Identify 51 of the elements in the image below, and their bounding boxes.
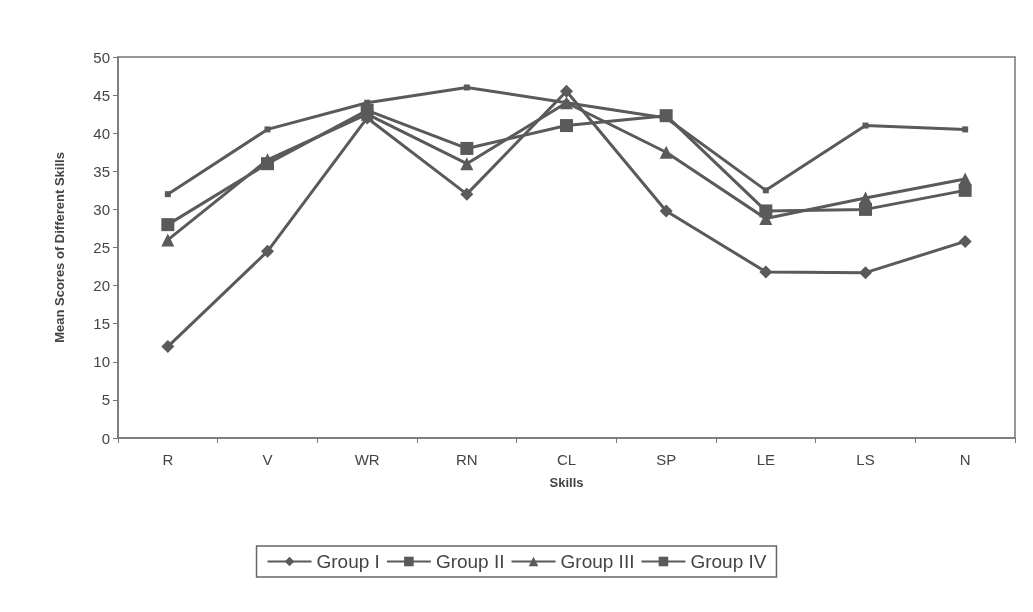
point [759, 204, 773, 218]
point [659, 204, 673, 218]
x-tick-label: SP [656, 451, 677, 468]
x-axis-title: Skills [549, 475, 584, 490]
point [261, 157, 274, 171]
point [862, 122, 869, 129]
point [460, 187, 474, 201]
point [161, 233, 175, 247]
point [161, 340, 175, 354]
x-tick-label: V [262, 451, 273, 468]
x-tick-label: CL [556, 451, 577, 468]
point [264, 126, 271, 133]
legend-label: Group II [435, 551, 505, 572]
point [463, 84, 470, 91]
y-tick-label: 50 [93, 48, 110, 66]
point [859, 266, 872, 280]
x-tick-label: R [162, 451, 174, 468]
point [958, 234, 972, 248]
x-tick-label: N [959, 451, 971, 468]
legend-label: Group III [560, 551, 635, 572]
point [958, 183, 972, 197]
x-tick-label: LS [856, 451, 875, 468]
y-tick-label: 40 [93, 124, 110, 142]
x-tick-label: WR [354, 451, 380, 468]
point [560, 84, 573, 98]
point [759, 265, 773, 279]
point [460, 141, 474, 155]
point [962, 126, 969, 133]
x-tick-label: LE [756, 451, 776, 468]
y-tick-label: 25 [93, 239, 110, 256]
point [659, 109, 673, 123]
y-tick-label: 30 [93, 200, 110, 218]
point [261, 244, 274, 258]
point [659, 145, 673, 159]
y-tick-label: 0 [101, 429, 110, 447]
point [560, 119, 573, 133]
y-tick-label: 20 [93, 277, 110, 295]
x-tick-label: RN [456, 451, 478, 468]
y-axis-title: Mean Scores of Different Skills [52, 152, 67, 343]
y-tick-label: 5 [101, 391, 110, 409]
point [859, 202, 872, 216]
point [762, 187, 769, 194]
y-tick-label: 45 [93, 86, 110, 104]
legend-label: Group I [316, 551, 380, 572]
legend-label: Group IV [690, 551, 767, 572]
point [460, 157, 474, 171]
y-tick-label: 15 [93, 315, 110, 333]
y-tick-label: 10 [93, 353, 110, 371]
y-tick-label: 35 [93, 162, 110, 180]
point [164, 191, 171, 198]
point [161, 218, 175, 232]
